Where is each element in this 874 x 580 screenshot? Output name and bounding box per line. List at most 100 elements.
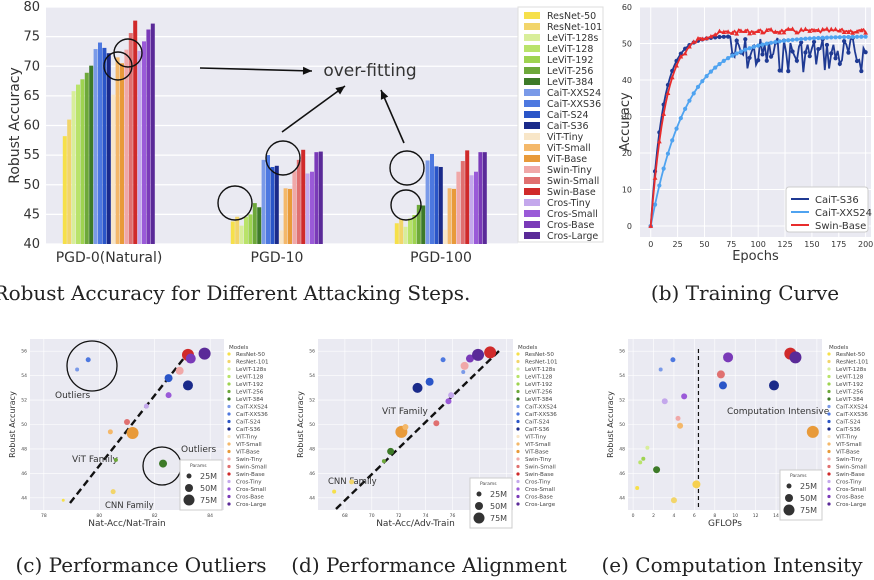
annotation: CNN Family [105,501,154,511]
scatter-point [460,361,469,370]
scatter-point [332,489,337,494]
legend-label: Cros-Small [836,487,866,493]
bar-cros-base [314,152,319,244]
legend-marker [827,464,831,469]
arrow-up-right [380,89,405,144]
legend-marker [827,434,831,439]
series-marker [764,41,769,46]
legend-marker [827,382,831,386]
legend-marker [516,404,520,409]
series-marker [661,166,666,171]
legend-swatch [524,177,540,184]
legend-swatch [524,23,540,30]
scatter-point [635,486,640,491]
series-marker [648,223,654,228]
series-marker [721,29,727,34]
y-tick-label: 54 [619,373,625,379]
series-marker [846,34,851,40]
series-marker [738,28,744,33]
scatter-point [675,415,681,421]
bar-cait-xxs36 [430,153,434,244]
legend-swatch [524,78,540,85]
y-tick-label: 44 [309,495,315,501]
legend-swatch [524,155,540,162]
legend-swatch [524,122,540,129]
legend-marker [827,374,831,379]
series-marker [837,28,843,33]
caption-c: (c) Performance Outliers [15,553,266,577]
annotation: ViT Family [72,455,118,465]
legend-label: ViT-Tiny [547,132,584,143]
legend-swatch [524,100,540,107]
legend-marker [227,457,231,461]
series-marker [717,34,722,40]
series-marker [794,29,800,35]
series-marker [794,58,799,63]
legend-label: Swin-Base [836,472,865,478]
scatter-point [107,429,113,435]
series-marker [652,202,658,207]
series-marker [824,42,830,48]
legend-marker [827,487,831,491]
series-marker [863,30,869,35]
legend-marker [516,359,520,364]
x-tick-label: 50 [699,240,709,249]
arrow-up-right-head [380,90,389,100]
legend-marker [227,494,231,499]
legend-label: CaiT-S24 [236,420,261,426]
series-marker [842,39,847,44]
bar-vit-base [288,188,292,244]
annotation-over-fitting: over-fitting [323,61,416,81]
scatter-point [440,357,446,363]
bar-cros-base [146,29,151,244]
series-marker [777,39,782,44]
size-legend: Params 25M 50M 75M [179,459,223,511]
y-tick-label: 52 [21,398,27,404]
legend-label: Cros-Tiny [547,198,591,209]
series-marker [803,26,808,31]
legend-title: Models [829,345,849,351]
series-marker [755,28,761,33]
legend-marker [827,359,831,364]
series-marker [773,39,778,45]
size-legend-marker [783,504,795,516]
scatter-point [670,357,676,363]
legend-marker [227,359,231,364]
series-marker [786,38,791,43]
bar-swin-tiny [292,171,297,244]
legend: CaiT-S36 CaiT-XXS24 Swin-Base [785,186,872,233]
size-legend-marker [785,494,793,502]
legend-swatch [524,111,540,118]
series-marker [734,51,739,56]
series-marker [824,35,830,40]
x-tick-label: 14 [773,513,779,519]
legend-label: ResNet-101 [525,360,558,366]
legend-label: ResNet-50 [547,11,596,22]
series-marker [670,138,675,143]
legend-marker [227,464,231,469]
scatter-point [681,393,688,400]
legend-label: ResNet-50 [236,352,265,358]
x-tick-label: 4 [673,513,676,519]
scatter-point [175,366,184,375]
legend-marker [227,382,231,386]
scatter-point [198,347,211,360]
legend-label: CaiT-XXS36 [836,412,868,418]
bar-resnet-101 [235,216,240,244]
scatter-point [461,369,466,374]
bar-vit-small [447,188,452,244]
series-marker [837,35,842,40]
size-legend-marker [185,484,193,492]
legend-label: LeViT-192 [836,382,863,388]
series-marker [854,29,860,34]
series-marker [799,36,804,42]
series-marker [846,29,851,34]
series-marker [764,27,770,32]
legend-label: ViT-Base [525,450,549,456]
legend-label: Cros-Tiny [236,480,262,486]
x-tick-label: 125 [777,240,792,249]
size-legend-label: 25M [800,482,817,491]
legend-label: Cros-Base [525,495,553,501]
scatter-point [670,497,677,504]
